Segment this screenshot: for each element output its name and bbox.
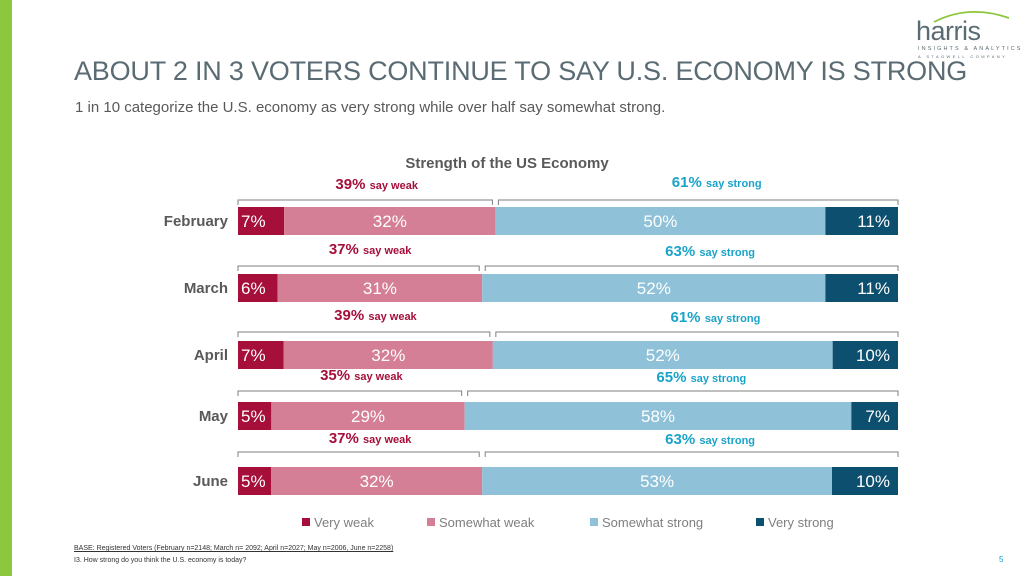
data-label: 31% <box>363 279 397 298</box>
strong-total-label: 63% say strong <box>665 243 755 260</box>
data-label: 7% <box>241 346 266 365</box>
legend-label: Very weak <box>314 515 374 530</box>
weak-bracket <box>237 199 493 205</box>
page-number: 5 <box>999 555 1004 564</box>
category-label: April <box>194 347 228 364</box>
data-label: 58% <box>641 407 675 426</box>
strong-bracket <box>467 390 899 396</box>
data-label: 50% <box>643 212 677 231</box>
bar-segment <box>284 207 496 235</box>
data-label: 10% <box>856 346 890 365</box>
bar-segment <box>238 341 284 369</box>
bar-segment <box>832 467 898 495</box>
bar-segment <box>238 207 285 235</box>
bar-segment <box>464 402 852 430</box>
data-label: 11% <box>857 212 890 231</box>
category-label: March <box>184 280 228 297</box>
bar-segment <box>832 341 898 369</box>
bar-segment <box>482 467 832 495</box>
legend-swatch <box>590 518 598 526</box>
page-subtitle: 1 in 10 categorize the U.S. economy as v… <box>75 99 666 116</box>
strong-bracket <box>497 199 899 205</box>
bar-segment <box>238 274 278 302</box>
bar-segment <box>238 402 272 430</box>
legend-swatch <box>756 518 764 526</box>
bar-segment <box>482 274 826 302</box>
weak-total-label: 39% say weak <box>335 176 418 193</box>
bar-segment <box>283 341 493 369</box>
logo-parent-company: A STAGWELL COMPANY <box>918 54 1008 59</box>
weak-bracket <box>237 390 463 396</box>
weak-total-label: 37% say weak <box>329 430 412 447</box>
data-label: 29% <box>351 407 385 426</box>
data-label: 32% <box>360 472 394 491</box>
bar-segment <box>825 207 898 235</box>
category-label: June <box>193 473 228 490</box>
legend-swatch <box>427 518 435 526</box>
weak-total-label: 37% say weak <box>329 241 412 258</box>
data-label: 7% <box>865 407 890 426</box>
weak-bracket <box>237 331 491 337</box>
bar-segment <box>492 341 833 369</box>
strong-total-label: 65% say strong <box>656 369 746 386</box>
footnote-base: BASE: Registered Voters (February n=2148… <box>74 545 394 552</box>
strong-bracket <box>484 265 899 271</box>
weak-total-label: 39% say weak <box>334 307 417 324</box>
bar-segment <box>851 402 898 430</box>
footnote-question: I3. How strong do you think the U.S. eco… <box>74 557 247 564</box>
logo-swoosh-icon <box>933 10 1010 23</box>
legend-label: Somewhat strong <box>602 515 703 530</box>
data-label: 10% <box>856 472 890 491</box>
bar-segment <box>277 274 483 302</box>
bar-segment <box>271 467 483 495</box>
data-label: 6% <box>241 279 266 298</box>
logo-tagline: INSIGHTS & ANALYTICS <box>918 46 1023 52</box>
category-label: May <box>199 408 229 425</box>
data-label: 11% <box>857 279 890 298</box>
logo-wordmark: harris <box>916 16 981 46</box>
data-label: 5% <box>241 407 266 426</box>
data-label: 52% <box>637 279 671 298</box>
strong-bracket <box>484 451 899 457</box>
strong-total-label: 61% say strong <box>672 174 762 191</box>
bar-segment <box>825 274 898 302</box>
strong-total-label: 61% say strong <box>671 309 761 326</box>
strong-bracket <box>495 331 899 337</box>
strong-total-label: 63% say strong <box>665 431 755 448</box>
weak-bracket <box>237 451 480 457</box>
bar-segment <box>238 467 271 495</box>
weak-bracket <box>237 265 480 271</box>
data-label: 53% <box>640 472 674 491</box>
data-label: 7% <box>241 212 266 231</box>
bar-segment <box>495 207 826 235</box>
legend-label: Somewhat weak <box>439 515 535 530</box>
data-label: 52% <box>646 346 680 365</box>
chart-title: Strength of the US Economy <box>405 155 609 172</box>
category-label: February <box>164 213 229 230</box>
data-label: 32% <box>373 212 407 231</box>
legend-swatch <box>302 518 310 526</box>
data-label: 5% <box>241 472 266 491</box>
bar-segment <box>271 402 465 430</box>
legend-label: Very strong <box>768 515 834 530</box>
data-label: 32% <box>371 346 405 365</box>
weak-total-label: 35% say weak <box>320 367 403 384</box>
harris-logo: harris INSIGHTS & ANALYTICS A STAGWELL C… <box>908 8 1020 60</box>
page-title: ABOUT 2 IN 3 VOTERS CONTINUE TO SAY U.S.… <box>74 56 968 86</box>
accent-side-bar <box>0 0 12 576</box>
